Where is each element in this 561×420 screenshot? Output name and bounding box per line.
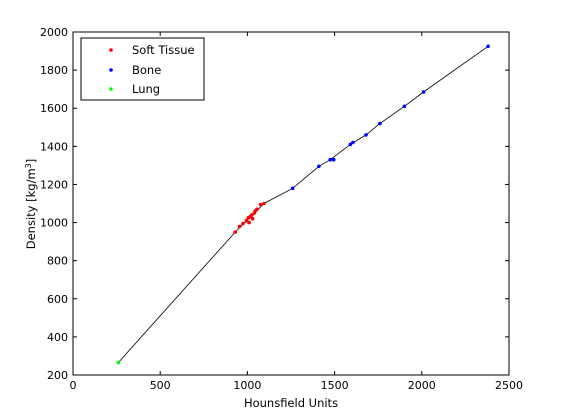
legend-marker-lung — [109, 87, 113, 91]
data-point-soft-tissue — [262, 201, 266, 206]
legend-label-bone: Bone — [132, 63, 161, 77]
data-point-lung — [116, 360, 121, 365]
data-points-layer — [116, 44, 490, 365]
fit-line — [118, 45, 489, 363]
x-axis-ticks: 0 500 1000 1500 2000 2500 — [70, 32, 523, 392]
fit-line-layer — [118, 45, 489, 363]
y-tick-label: 400 — [47, 331, 68, 344]
data-point-bone — [402, 104, 407, 109]
y-tick-label: 1000 — [40, 217, 68, 230]
x-tick-label: 2500 — [495, 379, 523, 392]
x-tick-label: 2000 — [408, 379, 436, 392]
x-axis-label: Hounsfield Units — [244, 396, 338, 410]
legend-marker-bone — [109, 68, 113, 72]
data-point-bone — [348, 142, 353, 147]
y-axis-label: Density [kg/m3] — [24, 159, 38, 250]
y-tick-label: 200 — [47, 369, 68, 382]
y-tick-label: 1600 — [40, 102, 68, 115]
data-point-bone — [290, 186, 295, 191]
data-point-bone — [364, 133, 368, 137]
data-point-bone — [328, 157, 333, 162]
data-point-bone — [317, 164, 321, 169]
data-point-bone — [486, 44, 490, 49]
legend-box — [80, 37, 205, 101]
data-point-soft-tissue — [247, 220, 251, 225]
y-tick-label: 1400 — [40, 140, 68, 153]
data-point-bone — [331, 157, 336, 162]
data-point-soft-tissue — [244, 218, 249, 223]
y-tick-label: 1200 — [40, 178, 68, 191]
data-point-soft-tissue — [250, 213, 254, 217]
y-tick-label: 2000 — [40, 26, 68, 39]
data-point-bone — [351, 140, 355, 145]
legend-marker-soft-tissue — [109, 48, 113, 52]
y-axis-ticks: 200 400 600 800 1000 1200 1400 1600 1800 2000 — [40, 26, 509, 382]
y-tick-label: 800 — [47, 255, 68, 268]
legend-label-lung: Lung — [132, 82, 160, 96]
y-tick-label: 600 — [47, 293, 68, 306]
data-point-soft-tissue — [237, 224, 242, 229]
legend: Soft Tissue Bone Lung — [80, 37, 205, 101]
data-point-soft-tissue — [258, 202, 263, 207]
data-point-soft-tissue — [250, 216, 255, 221]
y-axis-label-superscript: 3 — [24, 163, 33, 168]
y-axis-label-main: Density [kg/m — [24, 168, 38, 249]
x-tick-label: 1000 — [233, 379, 261, 392]
y-tick-label: 1800 — [40, 64, 68, 77]
y-axis-label-tail: ] — [24, 159, 38, 164]
x-tick-label: 0 — [70, 379, 77, 392]
x-tick-label: 500 — [150, 379, 171, 392]
data-point-soft-tissue — [233, 230, 237, 234]
data-point-soft-tissue — [255, 207, 259, 211]
legend-label-soft-tissue: Soft Tissue — [132, 43, 195, 57]
data-point-bone — [421, 90, 426, 94]
data-point-soft-tissue — [241, 221, 245, 226]
x-tick-label: 1500 — [321, 379, 349, 392]
data-point-bone — [378, 121, 382, 126]
